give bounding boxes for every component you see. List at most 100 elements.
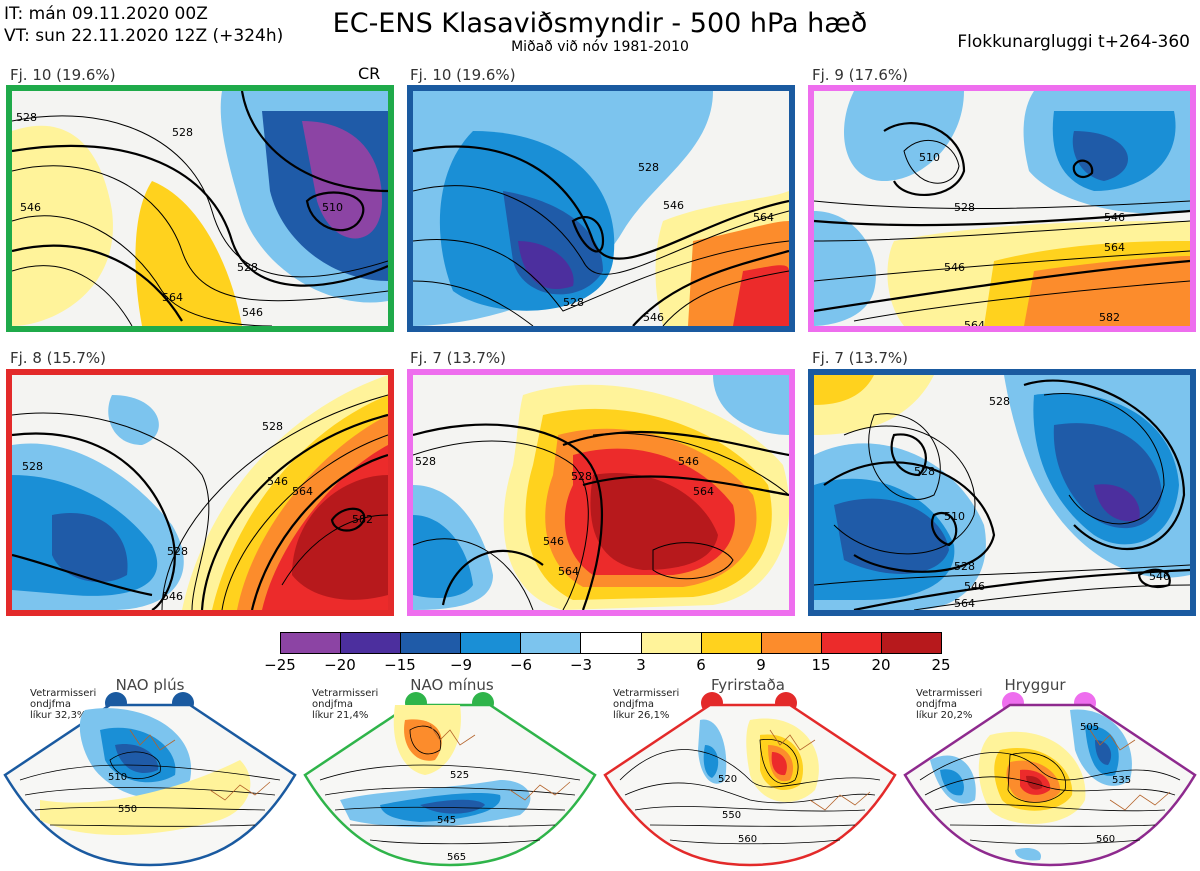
contour-label: 582 — [1099, 311, 1120, 324]
regime-1-note: Vetrarmisseri ondjfma líkur 32,3% — [30, 688, 97, 721]
colorbar-tick: −3 — [569, 656, 593, 674]
regime-4-note: Vetrarmisseri ondjfma líkur 20,2% — [916, 688, 983, 721]
colorbar-tick: 20 — [871, 656, 891, 674]
contour-label: 564 — [693, 485, 714, 498]
contour-label: 546 — [663, 199, 684, 212]
cluster-map-3[interactable]: 510 528 546 546 564 564 582 — [808, 85, 1196, 332]
contour-label: 528 — [571, 470, 592, 483]
colorbar-swatch — [581, 633, 642, 653]
cluster-map-4[interactable]: 528 528 546 564 528 546 582 — [6, 369, 394, 616]
regime-1-contour-label: 550 — [118, 804, 137, 815]
colorbar-tick: −9 — [449, 656, 473, 674]
contour-label: 528 — [262, 420, 283, 433]
regime-4-name: Hryggur — [1004, 676, 1066, 694]
contour-label: 546 — [1104, 211, 1125, 224]
regime-1-name: NAO plús — [115, 676, 185, 694]
panel-4-label: Fj. 8 (15.7%) — [10, 349, 106, 367]
panel-1-label: Fj. 10 (19.6%) — [10, 66, 116, 84]
contour-label: 564 — [292, 485, 313, 498]
regime-3-map: 520 550 560 — [603, 703, 897, 867]
cluster-map-1[interactable]: 528 528 546 510 528 564 546 — [6, 85, 394, 332]
colorbar-tick: 6 — [696, 656, 706, 674]
contour-label: 564 — [1104, 241, 1125, 254]
contour-label: 546 — [242, 306, 263, 319]
colorbar-tick: 25 — [931, 656, 951, 674]
contour-label: 564 — [954, 597, 975, 610]
colorbar-swatch — [341, 633, 402, 653]
initial-time: IT: mán 09.11.2020 00Z — [4, 4, 208, 24]
regime-4-contour-label: 505 — [1080, 722, 1099, 733]
colorbar-swatch — [521, 633, 582, 653]
contour-label: 528 — [167, 545, 188, 558]
regime-1-map: 510 550 — [3, 703, 297, 867]
contour-label: 546 — [964, 580, 985, 593]
contour-label: 546 — [944, 261, 965, 274]
contour-label: 528 — [415, 455, 436, 468]
contour-label: 510 — [944, 510, 965, 523]
contour-label: 564 — [558, 565, 579, 578]
colorbar-swatch — [821, 633, 882, 653]
panel-5-label: Fj. 7 (13.7%) — [410, 349, 506, 367]
colorbar-swatch — [401, 633, 462, 653]
contour-label: 528 — [172, 126, 193, 139]
colorbar-tick: −20 — [324, 656, 356, 674]
contour-label: 528 — [989, 395, 1010, 408]
contour-label: 510 — [919, 151, 940, 164]
cluster-map-5[interactable]: 528 528 546 564 546 564 — [407, 369, 795, 616]
colorbar-tick: −15 — [384, 656, 416, 674]
panel-1-cr-mark: CR — [358, 64, 381, 83]
regime-3-contour-label: 560 — [738, 834, 757, 845]
regime-3-name: Fyrirstaða — [711, 676, 785, 694]
regime-3-contour-label: 520 — [718, 774, 737, 785]
page-subtitle: Miðað við nóv 1981-2010 — [511, 39, 689, 55]
contour-label: 528 — [16, 111, 37, 124]
colorbar-swatch — [281, 633, 342, 653]
regime-4-contour-label: 535 — [1112, 775, 1131, 786]
colorbar-swatch — [881, 633, 942, 653]
panel-3-label: Fj. 9 (17.6%) — [812, 66, 908, 84]
colorbar-swatch — [461, 633, 522, 653]
contour-label: 528 — [954, 560, 975, 573]
contour-label: 546 — [643, 311, 664, 324]
regime-3-contour-label: 550 — [722, 810, 741, 821]
cluster-map-2[interactable]: 528 546 564 528 546 — [407, 85, 795, 332]
contour-label: 546 — [678, 455, 699, 468]
contour-label: 564 — [753, 211, 774, 224]
contour-label: 546 — [20, 201, 41, 214]
regime-3-note: Vetrarmisseri ondjfma líkur 26,1% — [613, 688, 680, 721]
colorbar-swatch — [641, 633, 702, 653]
panel-6-label: Fj. 7 (13.7%) — [812, 349, 908, 367]
contour-label: 546 — [543, 535, 564, 548]
contour-label: 582 — [352, 513, 373, 526]
contour-label: 528 — [914, 465, 935, 478]
anomaly-colorbar — [280, 632, 942, 654]
regime-2-contour-label: 545 — [437, 815, 456, 826]
contour-label: 564 — [964, 319, 985, 326]
panel-2-label: Fj. 10 (19.6%) — [410, 66, 516, 84]
regime-4-map: 505 535 560 — [903, 703, 1197, 867]
valid-time: VT: sun 22.11.2020 12Z (+324h) — [4, 26, 284, 46]
contour-label: 546 — [1149, 570, 1170, 583]
contour-label: 528 — [563, 296, 584, 309]
regime-1-contour-label: 510 — [108, 772, 127, 783]
cluster-map-6[interactable]: 528 528 510 528 546 546 564 — [808, 369, 1196, 616]
colorbar-swatch — [761, 633, 822, 653]
regime-2-note: Vetrarmisseri ondjfma líkur 21,4% — [312, 688, 379, 721]
contour-label: 528 — [638, 161, 659, 174]
contour-label: 528 — [22, 460, 43, 473]
colorbar-tick: 3 — [636, 656, 646, 674]
regime-2-map: 525 545 565 — [303, 703, 597, 867]
contour-label: 528 — [237, 261, 258, 274]
colorbar-tick: −25 — [264, 656, 296, 674]
contour-label: 510 — [322, 201, 343, 214]
regime-2-name: NAO mínus — [410, 676, 494, 694]
contour-label: 564 — [162, 291, 183, 304]
colorbar-tick: 15 — [811, 656, 831, 674]
regime-2-contour-label: 525 — [450, 770, 469, 781]
contour-label: 546 — [162, 590, 183, 603]
contour-label: 528 — [954, 201, 975, 214]
colorbar-tick: 9 — [756, 656, 766, 674]
regime-2-contour-label: 565 — [447, 852, 466, 863]
colorbar-swatch — [701, 633, 762, 653]
regime-4-contour-label: 560 — [1096, 834, 1115, 845]
